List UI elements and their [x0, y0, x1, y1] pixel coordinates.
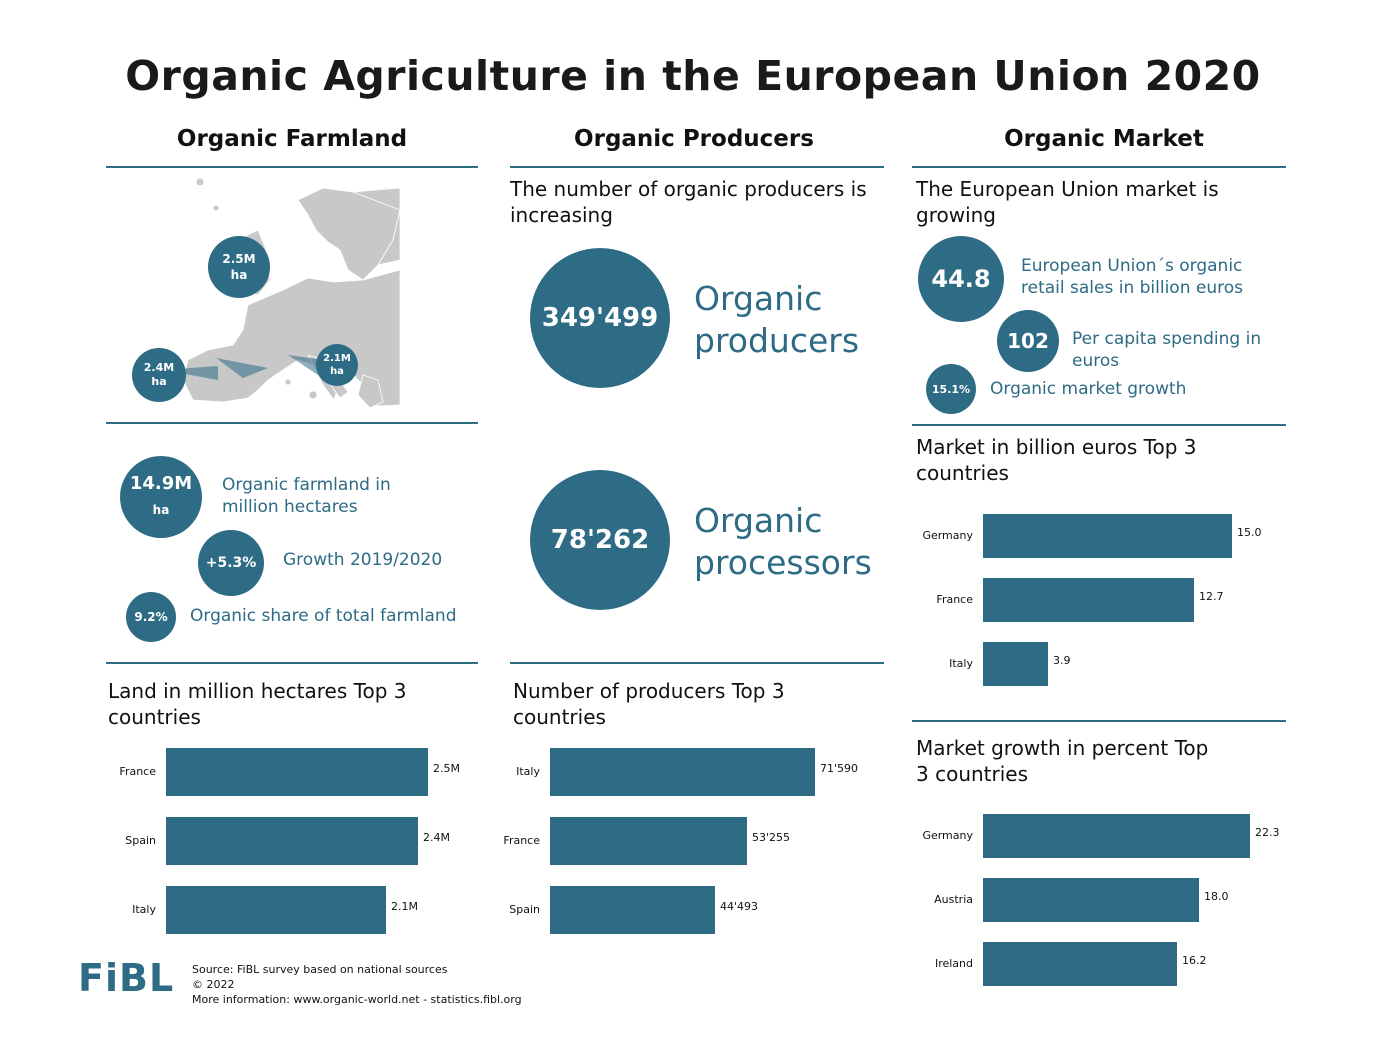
- stat-value: 102: [1007, 329, 1049, 353]
- bar-category-label: Italy: [516, 765, 540, 778]
- stat-value: 349'499: [541, 303, 659, 333]
- processors-label: Organic processors: [694, 501, 872, 582]
- map-unit: ha: [151, 375, 167, 388]
- map-value: 2.1M: [323, 353, 351, 364]
- bar: [983, 578, 1194, 622]
- bar-category-label: Italy: [949, 657, 973, 670]
- bar-value-label: 2.5M: [433, 762, 460, 775]
- bar-value-label: 2.1M: [391, 900, 418, 913]
- bar-value-label: 3.9: [1053, 654, 1071, 667]
- footer-source: Source: FiBL survey based on national so…: [192, 963, 448, 976]
- stat-value: 14.9M: [129, 473, 193, 494]
- producers-circle: 349'499: [530, 248, 670, 388]
- bar-category-label: France: [119, 765, 156, 778]
- chart-title-market-growth: Market growth in percent Top 3 countries: [916, 736, 1209, 786]
- farmland-area-label: Organic farmland in million hectares: [222, 475, 391, 517]
- chart-title-land: Land in million hectares Top 3 countries: [108, 679, 407, 729]
- fibl-logo: FiBL: [78, 956, 175, 1000]
- stat-value: 15.1%: [931, 382, 971, 396]
- bar-value-label: 44'493: [720, 900, 759, 913]
- bar: [166, 886, 386, 934]
- chart-title-producers: Number of producers Top 3 countries: [513, 679, 785, 729]
- divider: [912, 166, 1286, 168]
- bar: [166, 817, 418, 865]
- divider: [106, 662, 478, 664]
- footer-notes: Source: FiBL survey based on national so…: [192, 962, 522, 1007]
- bar: [983, 878, 1199, 922]
- bar: [983, 514, 1232, 558]
- bar-category-label: Spain: [125, 834, 156, 847]
- bar-value-label: 22.3: [1255, 826, 1280, 839]
- bar-category-label: Austria: [934, 893, 973, 906]
- farmland-share-label: Organic share of total farmland: [190, 606, 457, 626]
- footer-copyright: © 2022: [192, 978, 235, 991]
- bar: [550, 886, 715, 934]
- market-growth-label: Organic market growth: [990, 379, 1187, 399]
- divider: [912, 424, 1286, 426]
- stat-value: +5.3%: [205, 555, 257, 571]
- market-intro: The European Union market is growing: [916, 177, 1219, 227]
- column-heading-farmland: Organic Farmland: [176, 126, 408, 152]
- bar-category-label: France: [503, 834, 540, 847]
- map-callout-spain: 2.4M ha: [132, 348, 186, 402]
- bar: [983, 942, 1177, 986]
- producers-label: Organic producers: [694, 279, 860, 360]
- column-heading-market: Organic Market: [1004, 126, 1204, 152]
- producers-intro: The number of organic producers is incre…: [510, 177, 867, 227]
- bar-category-label: Spain: [509, 903, 540, 916]
- map-callout-italy: 2.1M ha: [316, 344, 358, 386]
- page-title: Organic Agriculture in the European Unio…: [125, 52, 1261, 100]
- bar-value-label: 16.2: [1182, 954, 1207, 967]
- divider: [510, 166, 884, 168]
- farmland-growth-circle: +5.3%: [198, 530, 264, 596]
- stat-value: 78'262: [550, 525, 650, 555]
- farmland-share-circle: 9.2%: [126, 592, 176, 642]
- bar-value-label: 18.0: [1204, 890, 1229, 903]
- bar: [550, 817, 747, 865]
- bar-category-label: Germany: [922, 829, 973, 842]
- column-heading-producers: Organic Producers: [574, 126, 814, 152]
- bar: [550, 748, 815, 796]
- divider: [912, 720, 1286, 722]
- divider: [106, 422, 478, 424]
- bar-value-label: 71'590: [820, 762, 859, 775]
- bar-category-label: France: [936, 593, 973, 606]
- map-value: 2.5M: [222, 252, 256, 266]
- stat-value: 44.8: [931, 265, 991, 293]
- bar: [983, 814, 1250, 858]
- bar-category-label: Germany: [922, 529, 973, 542]
- bar: [983, 642, 1048, 686]
- stat-unit: ha: [152, 503, 170, 517]
- market-per-capita-label: Per capita spending in euros: [1072, 329, 1262, 371]
- farmland-growth-label: Growth 2019/2020: [283, 550, 443, 570]
- bar-category-label: Italy: [132, 903, 156, 916]
- stat-value: 9.2%: [134, 610, 168, 624]
- bar-category-label: Ireland: [934, 957, 973, 970]
- footer-more-info: More information: www.organic-world.net …: [192, 993, 522, 1006]
- divider: [106, 166, 478, 168]
- bar-value-label: 2.4M: [423, 831, 450, 844]
- market-sales-circle: 44.8: [918, 236, 1004, 322]
- market-sales-label: European Union´s organic retail sales in…: [1021, 256, 1243, 298]
- processors-circle: 78'262: [530, 470, 670, 610]
- map-unit: ha: [230, 268, 248, 282]
- divider: [510, 662, 884, 664]
- bar-value-label: 53'255: [752, 831, 791, 844]
- bar-value-label: 12.7: [1199, 590, 1224, 603]
- market-per-capita-circle: 102: [997, 310, 1059, 372]
- market-growth-circle: 15.1%: [926, 364, 976, 414]
- farmland-area-circle: 14.9M ha: [120, 456, 202, 538]
- bar: [166, 748, 428, 796]
- map-unit: ha: [330, 366, 344, 377]
- chart-title-market: Market in billion euros Top 3 countries: [916, 435, 1197, 485]
- map-callout-france: 2.5M ha: [208, 236, 270, 298]
- map-value: 2.4M: [143, 361, 175, 374]
- bar-value-label: 15.0: [1237, 526, 1262, 539]
